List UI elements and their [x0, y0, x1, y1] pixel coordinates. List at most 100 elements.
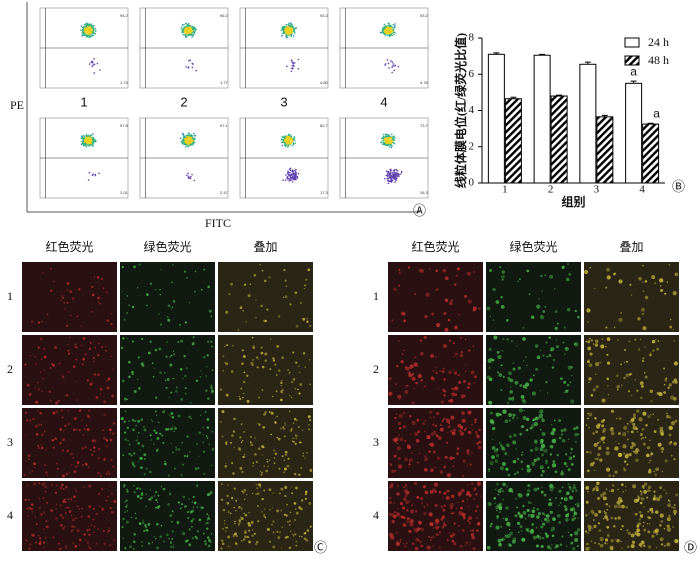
cell: [568, 486, 572, 489]
cell: [616, 385, 620, 389]
cell: [455, 507, 458, 510]
cell: [495, 300, 500, 304]
cell: [626, 422, 629, 425]
cell: [636, 431, 639, 433]
cell: [105, 445, 108, 448]
event: [92, 133, 94, 135]
cell: [636, 524, 640, 528]
event: [193, 137, 195, 140]
cell: [245, 493, 248, 496]
cell: [294, 442, 297, 445]
cell: [145, 493, 148, 496]
cell: [257, 505, 259, 507]
cell: [573, 484, 575, 486]
cell: [396, 442, 399, 445]
cell: [137, 419, 141, 423]
cell: [151, 541, 154, 543]
cell: [636, 532, 641, 537]
cell: [207, 340, 210, 343]
cell: [587, 524, 592, 530]
cell: [61, 375, 65, 379]
cell: [652, 349, 655, 352]
event: [285, 145, 287, 148]
cell: [499, 511, 501, 513]
plot-label: 4: [380, 94, 387, 109]
cell: [62, 430, 65, 432]
q3-value: 2.47: [220, 190, 229, 195]
cell: [559, 543, 563, 547]
cell: [272, 531, 275, 534]
cell: [240, 387, 243, 390]
cell: [146, 304, 148, 307]
cell: [525, 356, 527, 358]
cell: [299, 441, 302, 444]
cell: [242, 538, 246, 541]
cell: [166, 341, 169, 343]
cell: [598, 440, 601, 443]
cell: [654, 282, 657, 285]
event: [185, 22, 187, 25]
cell: [208, 309, 212, 313]
cell: [530, 502, 532, 505]
cell: [89, 382, 93, 386]
cell: [225, 441, 228, 444]
cell: [471, 423, 473, 426]
event: [88, 171, 91, 174]
cell: [521, 425, 524, 429]
cell: [29, 543, 32, 546]
cell: [424, 455, 427, 458]
cell: [171, 530, 174, 533]
cell: [148, 351, 151, 355]
cell: [466, 498, 468, 500]
cell: [137, 442, 140, 445]
x-tick-label: 2: [548, 184, 554, 196]
event: [385, 174, 387, 177]
cell: [220, 483, 223, 486]
event: [297, 67, 300, 70]
event: [390, 60, 392, 62]
cell: [424, 490, 429, 495]
cell: [450, 298, 454, 302]
cell: [44, 485, 47, 488]
cell: [620, 528, 623, 531]
cell: [396, 492, 400, 496]
cell: [406, 517, 410, 520]
cell: [156, 437, 160, 440]
cell: [267, 465, 269, 467]
cell: [158, 505, 161, 508]
cell: [193, 501, 197, 505]
cell: [526, 417, 530, 422]
cell: [639, 490, 642, 493]
cell: [668, 425, 673, 431]
cell: [276, 415, 278, 418]
cell: [516, 471, 519, 474]
cell: [421, 422, 426, 426]
cell: [251, 492, 254, 495]
cell: [525, 428, 529, 432]
cell: [570, 542, 573, 545]
cell: [626, 463, 629, 466]
cell: [37, 423, 40, 426]
cell: [548, 354, 552, 357]
cell: [537, 416, 541, 419]
cell: [196, 443, 198, 445]
cell: [600, 445, 602, 447]
q2-value: 94.2: [120, 13, 129, 18]
cell: [499, 466, 504, 471]
cell: [527, 489, 531, 493]
cell: [414, 356, 417, 359]
event: [187, 67, 190, 69]
cell: [228, 292, 231, 296]
error-bar: [556, 94, 563, 96]
cell: [147, 522, 151, 526]
event: [83, 32, 85, 35]
cell: [399, 437, 404, 442]
cell: [549, 453, 553, 456]
cell: [507, 523, 511, 527]
event: [282, 31, 285, 33]
cell: [438, 531, 442, 534]
cell: [464, 544, 466, 547]
event: [391, 30, 394, 33]
cell: [166, 316, 169, 319]
cell: [592, 342, 595, 346]
